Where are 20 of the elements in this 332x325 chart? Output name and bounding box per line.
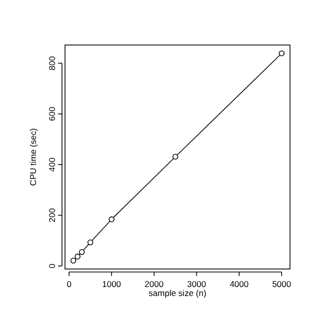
x-tick-label: 1000 xyxy=(102,279,122,289)
x-tick-label: 5000 xyxy=(272,279,292,289)
x-tick-label: 4000 xyxy=(230,279,249,289)
x-tick-label: 2000 xyxy=(144,279,164,289)
point xyxy=(278,50,285,56)
y-tick-label: 600 xyxy=(47,106,57,122)
y-axis-title: CPU time (sec) xyxy=(28,128,38,186)
y-tick-label: 800 xyxy=(47,56,57,70)
point xyxy=(172,154,178,160)
x-axis-title: sample size (n) xyxy=(148,288,206,298)
x-tick-label: 3000 xyxy=(187,279,206,289)
point xyxy=(74,254,80,260)
point xyxy=(78,249,85,255)
point xyxy=(87,239,94,246)
x-tick-label: 0 xyxy=(66,279,72,289)
y-tick-label: 400 xyxy=(47,157,57,172)
point xyxy=(70,258,76,264)
y-tick-label: 200 xyxy=(47,208,57,222)
y-tick-label: 0 xyxy=(47,263,57,268)
point xyxy=(108,216,114,222)
